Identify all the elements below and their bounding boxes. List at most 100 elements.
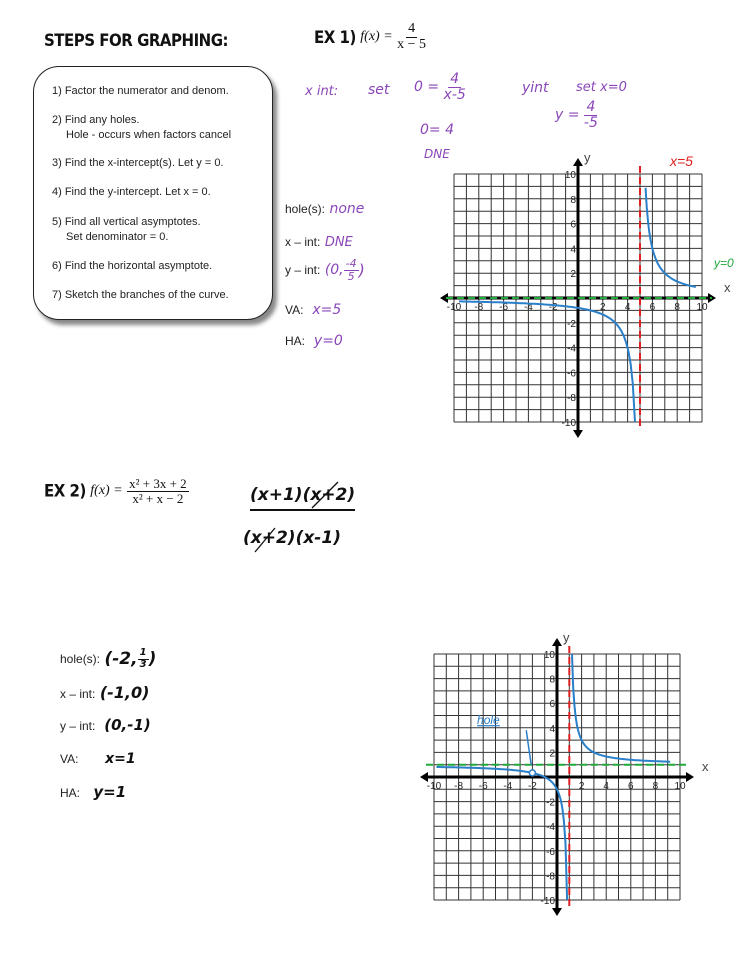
y-tick-label: -4 (567, 344, 576, 355)
steps-title: STEPS FOR GRAPHING: (44, 29, 229, 51)
y-tick-label: -8 (546, 871, 555, 882)
ex1-hole-value: none (329, 201, 365, 217)
y-tick-label: 4 (549, 724, 555, 735)
ex2-va-row: VA: x=1 (60, 750, 136, 768)
ex1-yint-den-ans: 5 (347, 269, 355, 283)
ex1-xint-step: 0= 4 (420, 122, 454, 138)
ex2-factored-numerator: (x+1)(x+2) (250, 485, 356, 511)
x-tick-label: 2 (600, 302, 606, 313)
y-tick-label: 10 (565, 170, 577, 181)
x-axis-label: x (724, 280, 731, 295)
y-tick-label: -2 (567, 319, 576, 330)
ex1-xint-set: set (368, 82, 390, 98)
ex1-yint-label: yint (522, 80, 549, 96)
cancel-slash-denominator (254, 527, 276, 553)
ex1-xint-row: x – int: DNE (285, 233, 353, 251)
ex2-yint-row: y – int: (0,-1) (60, 716, 151, 735)
y-tick-label: 6 (570, 220, 576, 231)
ex2-factored-denominator: (x+2)(x-1) (243, 528, 341, 548)
ex1-xint-value: DNE (324, 235, 353, 250)
y-axis-arrow-icon (552, 908, 562, 916)
ex1-va-row: VA: x=5 (285, 301, 341, 319)
ex2-va-label: VA: (60, 752, 79, 766)
x-tick-label: -8 (474, 302, 483, 313)
ex2-hole-num: 1 (137, 647, 149, 660)
x-tick-label: 8 (674, 302, 680, 313)
function-branch (644, 187, 696, 288)
ex1-xint-num: 4 (448, 71, 462, 88)
hole-annotation: hole (477, 713, 500, 727)
x-tick-label: -6 (499, 302, 508, 313)
x-tick-label: -4 (524, 302, 533, 313)
x-tick-label: 4 (603, 781, 609, 792)
ha-annotation: y=0 (713, 256, 734, 270)
y-tick-label: 2 (570, 269, 576, 280)
ex1-yint-fraction-ans: -4 5 (343, 257, 359, 283)
ex1-heading: EX 1) f(x) = 4 x − 5 (314, 21, 427, 52)
hole-pointer-arrow-icon (525, 730, 532, 765)
ex1-graph: -10 -8 -6 -4 -2 2 4 6 8 10 10 8 6 4 2 -2 -4 -6 -8 -10 x y x=5 y… (440, 150, 734, 438)
y-axis-arrow-icon (552, 638, 562, 646)
ex1-va-value: x=5 (312, 302, 342, 318)
x-tick-label: 10 (674, 781, 686, 792)
x-tick-label: 8 (653, 781, 659, 792)
step-2-note: Hole - occurs when factors cancel (66, 129, 232, 141)
ex2-hole-row: hole(s): (-2, 1 3) (60, 647, 156, 670)
ex1-xint-label-ans: x – int: (285, 235, 321, 249)
ex2-denominator: x² + x − 2 (132, 490, 184, 506)
ex2-fx: f(x) = (90, 483, 123, 499)
x-tick-label: -2 (549, 302, 558, 313)
ex1-yint-set: set x=0 (576, 80, 627, 95)
va-annotation: x=5 (669, 153, 693, 169)
y-tick-label: 6 (549, 699, 555, 710)
x-tick-label: 2 (579, 781, 585, 792)
ex2-va-value: x=1 (105, 751, 136, 767)
y-tick-label: 10 (544, 650, 556, 661)
ex1-denominator: x − 5 (397, 36, 427, 52)
ex1-xint-equation: 0 = 4 x-5 (414, 72, 466, 102)
steps-box: 1) Factor the numerator and denom. 2) Fi… (33, 66, 273, 320)
x-tick-label: 6 (650, 302, 656, 313)
ex2-xint-label: x – int: (60, 687, 96, 701)
x-tick-label: 4 (625, 302, 631, 313)
y-axis-label: y (563, 630, 570, 645)
ex1-xint-lhs: 0 = (414, 79, 440, 96)
y-tick-label: -10 (562, 418, 577, 429)
x-axis-arrow-icon (440, 293, 448, 303)
step-5: 5) Find all vertical asymptotes. (52, 216, 201, 228)
ex1-yint-row: y – int: (0, -4 5) (285, 258, 365, 282)
y-tick-label: -10 (541, 896, 556, 907)
ex1-ha-row: HA: y=0 (285, 332, 343, 350)
y-axis-arrow-icon (573, 158, 583, 166)
ex1-yint-num: 4 (584, 99, 598, 116)
ex2-xint-row: x – int: (-1,0) (60, 683, 149, 703)
x-axis-arrow-icon (686, 772, 694, 782)
x-tick-label: 6 (628, 781, 634, 792)
step-4: 4) Find the y-intercept. Let x = 0. (52, 186, 211, 198)
ex2-hole-open: (-2, (104, 649, 138, 669)
function-branch (571, 653, 671, 763)
ex1-hole-label: hole(s): (285, 202, 326, 216)
ex1-fx: f(x) = (360, 29, 393, 45)
ex1-ha-label: HA: (285, 334, 306, 348)
ex1-ha-value: y=0 (313, 333, 343, 349)
x-tick-label: -6 (479, 781, 488, 792)
step-7: 7) Sketch the branches of the curve. (52, 289, 229, 301)
ex1-yint-equation: y = 4 -5 (555, 100, 598, 130)
y-tick-label: 8 (570, 195, 576, 206)
ex1-yint-num-ans: -4 (343, 257, 359, 271)
ex2-ha-value: y=1 (93, 783, 127, 801)
ex1-yint-label-ans: y – int: (285, 263, 321, 278)
y-tick-label: -6 (567, 368, 576, 379)
y-tick-label: 4 (570, 244, 576, 255)
y-tick-label: 8 (549, 675, 555, 686)
function-branch (459, 300, 636, 423)
ex2-yint-label: y – int: (60, 719, 96, 733)
ex1-yint-close: ) (358, 260, 365, 280)
ex2-hole-den: 3 (139, 658, 147, 670)
y-tick-label: -4 (546, 822, 555, 833)
hole-point (528, 769, 537, 777)
ex1-va-label: VA: (285, 303, 304, 317)
ex1-xint-fraction: 4 x-5 (444, 72, 466, 102)
